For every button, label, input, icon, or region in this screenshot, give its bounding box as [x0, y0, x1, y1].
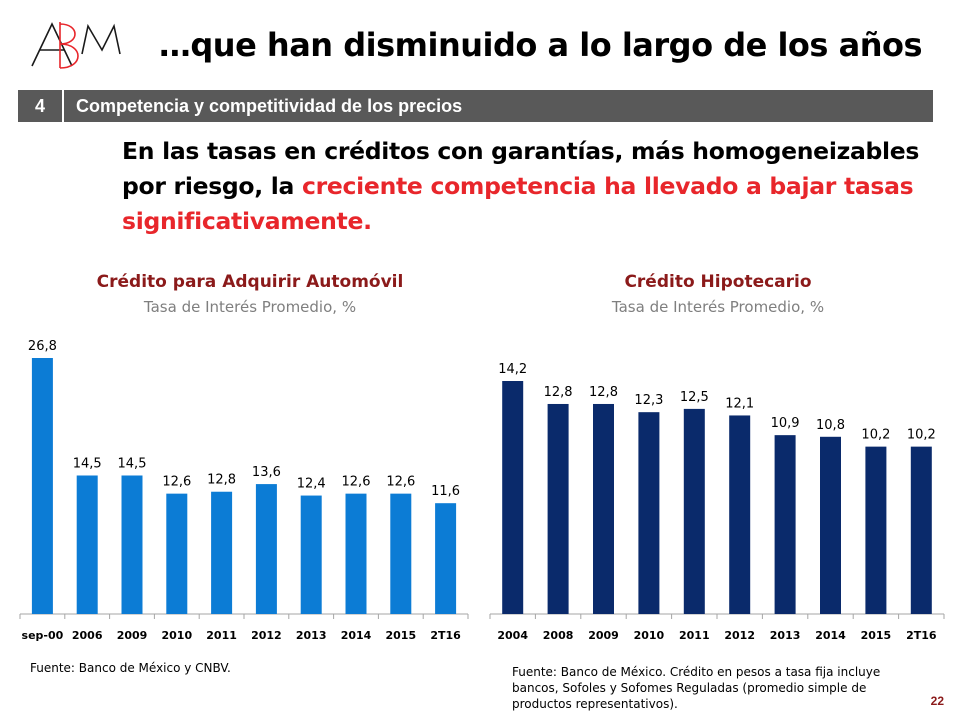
auto-value-label: 14,5 — [73, 456, 102, 471]
page-number: 22 — [930, 694, 944, 708]
auto-chart-title: Crédito para Adquirir Automóvil — [96, 272, 404, 292]
auto-value-label: 12,6 — [162, 475, 191, 490]
mortgage-category-label: 2T16 — [906, 629, 937, 642]
auto-bar-2011 — [211, 491, 233, 614]
mortgage-value-label: 12,5 — [680, 390, 709, 405]
mortgage-value-label: 10,2 — [861, 428, 890, 443]
mortgage-category-label: 2013 — [770, 629, 801, 642]
auto-category-label: 2T16 — [430, 629, 461, 642]
mortgage-category-label: 2010 — [634, 629, 665, 642]
mortgage-bar-2T16 — [910, 446, 932, 614]
mortgage-category-label: 2004 — [497, 629, 528, 642]
mortgage-bar-2011 — [683, 408, 705, 614]
auto-value-label: 12,8 — [207, 473, 236, 488]
section-number: 4 — [18, 90, 64, 122]
page-title: …que han disminuido a lo largo de los añ… — [158, 26, 923, 64]
mortgage-bar-2004 — [502, 381, 524, 614]
mortgage-source-note: Fuente: Banco de México. Crédito en peso… — [512, 665, 881, 711]
auto-bar-2015 — [390, 493, 412, 614]
auto-value-label: 26,8 — [28, 339, 57, 354]
mortgage-category-label: 2009 — [588, 629, 619, 642]
auto-category-label: 2006 — [72, 629, 103, 642]
mortgage-bar-2012 — [729, 415, 751, 614]
auto-value-label: 13,6 — [252, 465, 281, 480]
mortgage-bar-2008 — [547, 403, 569, 614]
auto-value-label: 12,6 — [386, 475, 415, 490]
auto-bar-2014 — [345, 493, 367, 614]
auto-source-note: Fuente: Banco de México y CNBV. — [30, 661, 231, 675]
auto-value-label: 11,6 — [431, 484, 460, 499]
mortgage-bar-2014 — [820, 436, 841, 614]
auto-bar-sep-00 — [31, 358, 53, 614]
mortgage-category-label: 2014 — [815, 629, 846, 642]
auto-category-label: 2009 — [117, 629, 148, 642]
mortgage-bar-2009 — [593, 403, 614, 614]
auto-category-label: 2013 — [296, 629, 327, 642]
auto-bar-2T16 — [435, 503, 457, 614]
auto-category-label: 2014 — [341, 629, 372, 642]
auto-value-label: 14,5 — [118, 456, 147, 471]
headline-text: En las tasas en créditos con garantías, … — [122, 137, 920, 200]
auto-category-label: 2011 — [206, 629, 237, 642]
mortgage-value-label: 10,9 — [771, 416, 800, 431]
mortgage-value-label: 10,2 — [907, 428, 936, 443]
section-label: Competencia y competitividad de los prec… — [76, 95, 463, 116]
mortgage-chart-title: Crédito Hipotecario — [624, 272, 812, 292]
auto-category-label: 2010 — [161, 629, 192, 642]
auto-value-label: 12,6 — [342, 475, 371, 490]
section-bar: 4 Competencia y competitividad de los pr… — [18, 90, 933, 122]
auto-bar-2013 — [300, 495, 322, 614]
mortgage-value-label: 12,1 — [725, 396, 754, 411]
auto-bar-2010 — [166, 493, 188, 614]
mortgage-value-label: 12,3 — [634, 393, 663, 408]
mortgage-value-label: 12,8 — [544, 385, 573, 400]
auto-loan-chart: 26,8 sep-00 14,5 2006 14,5 2009 12,6 2010 12,8 20… — [19, 339, 469, 642]
auto-bar-2012 — [255, 484, 277, 614]
auto-category-label: 2015 — [385, 629, 416, 642]
mortgage-value-label: 12,8 — [589, 385, 618, 400]
mortgage-value-label: 10,8 — [816, 418, 845, 433]
mortgage-bar-2015 — [865, 446, 887, 614]
auto-chart-subtitle: Tasa de Interés Promedio, % — [143, 298, 357, 316]
mortgage-chart-subtitle: Tasa de Interés Promedio, % — [611, 298, 825, 316]
auto-value-label: 12,4 — [297, 477, 326, 492]
mortgage-category-label: 2011 — [679, 629, 710, 642]
auto-bar-2006 — [76, 475, 98, 614]
mortgage-chart: 14,2 2004 12,8 2008 12,8 2009 12,3 2010 12,5 2011… — [489, 362, 945, 642]
mortgage-bar-2013 — [774, 435, 796, 614]
auto-category-label: sep-00 — [22, 629, 64, 642]
mortgage-category-label: 2015 — [861, 629, 892, 642]
mortgage-category-label: 2012 — [724, 629, 755, 642]
mortgage-category-label: 2008 — [543, 629, 574, 642]
abm-logo — [31, 22, 121, 69]
headline: En las tasas en créditos con garantías, … — [122, 134, 928, 239]
headline-highlight: creciente competencia ha llevado a bajar… — [122, 172, 914, 235]
auto-category-label: 2012 — [251, 629, 282, 642]
mortgage-bar-2010 — [638, 412, 660, 614]
mortgage-value-label: 14,2 — [498, 362, 527, 377]
auto-bar-2009 — [121, 475, 143, 614]
